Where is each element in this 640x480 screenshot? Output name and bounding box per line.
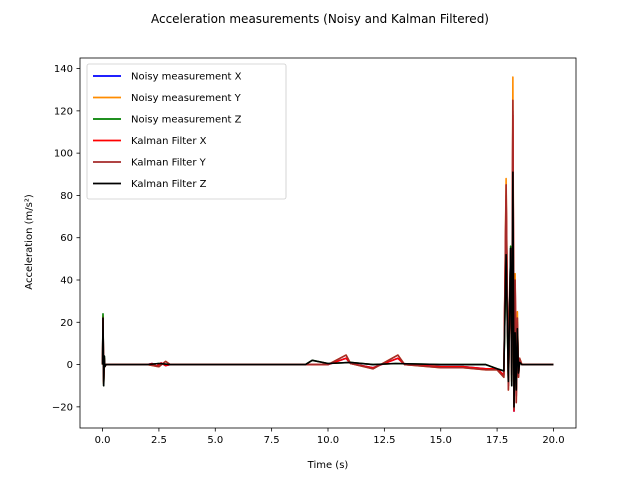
y-axis-label: Acceleration (m/s²) xyxy=(24,194,35,290)
legend-entry: Noisy measurement Z xyxy=(131,115,242,126)
y-tick-label: −20 xyxy=(52,402,73,413)
chart-title: Acceleration measurements (Noisy and Kal… xyxy=(151,12,489,26)
x-tick-label: 5.0 xyxy=(207,435,223,446)
y-tick-label: 120 xyxy=(54,106,73,117)
x-tick-label: 10.0 xyxy=(317,435,339,446)
x-tick-label: 7.5 xyxy=(264,435,280,446)
legend-box xyxy=(86,63,287,200)
x-tick-label: 20.0 xyxy=(542,435,564,446)
legend-entry: Noisy measurement Y xyxy=(131,93,242,104)
y-tick-label: 0 xyxy=(67,360,73,371)
x-tick-label: 2.5 xyxy=(151,435,167,446)
legend: Noisy measurement X Noisy measurement Y No… xyxy=(86,63,287,200)
y-tick-label: 100 xyxy=(54,149,73,160)
legend-entry: Noisy measurement X xyxy=(131,72,242,83)
y-tick-label: 140 xyxy=(54,64,73,75)
x-tick-label: 12.5 xyxy=(373,435,395,446)
series-layer xyxy=(101,76,554,412)
legend-entry: Kalman Filter Z xyxy=(131,179,207,190)
x-tick-label: 17.5 xyxy=(486,435,508,446)
x-axis: 0.0 2.5 5.0 7.5 10.0 12.5 15.0 17.5 20.0 xyxy=(95,428,565,446)
y-axis: −20 0 20 40 60 80 100 120 140 xyxy=(52,64,80,413)
legend-entry: Kalman Filter Y xyxy=(131,158,207,169)
x-tick-label: 15.0 xyxy=(430,435,452,446)
y-tick-label: 80 xyxy=(60,191,73,202)
series-line-3 xyxy=(101,173,554,408)
y-tick-label: 20 xyxy=(60,318,73,329)
x-axis-label: Time (s) xyxy=(307,460,349,471)
x-tick-label: 0.0 xyxy=(95,435,111,446)
legend-entry: Kalman Filter X xyxy=(131,136,207,147)
series-line-6 xyxy=(101,171,554,408)
y-tick-label: 60 xyxy=(60,233,73,244)
y-tick-label: 40 xyxy=(60,276,73,287)
